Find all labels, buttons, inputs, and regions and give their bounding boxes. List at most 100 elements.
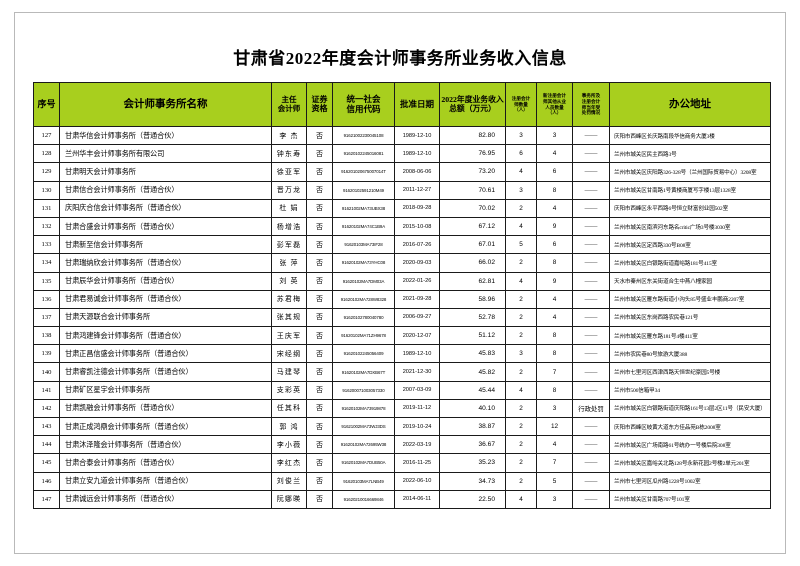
cell-securities: 否 bbox=[306, 235, 333, 255]
cell-cpa-count: 2 bbox=[505, 416, 537, 437]
header-firm-name: 会计师事务所名称 bbox=[59, 82, 272, 127]
cell-chief-cpa: 张其规 bbox=[271, 307, 307, 328]
cell-address: 兰州市城关区广场南路61号统办一号楼后院308室 bbox=[609, 435, 771, 455]
cell-securities: 否 bbox=[306, 198, 333, 218]
cell-address: 天水市秦州区东关街道合生中燕八幢家园 bbox=[609, 271, 771, 291]
cell-securities: 否 bbox=[306, 216, 333, 237]
cell-credit-code: 91620102591210M49 bbox=[332, 180, 395, 200]
cell-other-staff: 8 bbox=[536, 253, 573, 273]
cell-penalty: —— bbox=[572, 216, 610, 237]
cell-securities: 否 bbox=[306, 271, 333, 291]
header-seq: 序号 bbox=[33, 82, 60, 127]
cell-seq: 135 bbox=[33, 271, 60, 291]
cell-address: 兰州市城关区民主西路3号 bbox=[609, 144, 771, 164]
cell-chief-cpa: 李小薇 bbox=[271, 435, 307, 455]
cell-cpa-count: 5 bbox=[505, 235, 537, 255]
cell-address: 兰州市城关区雁东路街道小沟头85号盛业丰鹏商2207室 bbox=[609, 289, 771, 309]
cell-credit-code: 91620102MA72695W38 bbox=[332, 435, 395, 455]
cell-address: 兰州市城关区庆阳路326-328号（兰州国际贸易中心）3208室 bbox=[609, 162, 771, 182]
header-penalty-line2: 注册会计 bbox=[581, 98, 601, 104]
cell-other-staff: 4 bbox=[536, 198, 573, 218]
cell-seq: 146 bbox=[33, 471, 60, 491]
cell-revenue: 52.78 bbox=[439, 307, 506, 328]
cell-revenue: 51.12 bbox=[439, 326, 506, 346]
table-row: 138 甘肃鸿建锋会计师事务所（普通合伙） 王庆军否 91620102MA71ZH96… bbox=[33, 326, 771, 346]
cell-credit-code: 91620102780040780 bbox=[332, 307, 395, 328]
cell-penalty: —— bbox=[572, 253, 610, 273]
cell-address: 庆阳市西峰区岐黄大道东方佳品苑B栋2008室 bbox=[609, 416, 771, 437]
cell-credit-code: 91620102MA71ZH9678 bbox=[332, 326, 395, 346]
cell-seq: 143 bbox=[33, 416, 60, 437]
cell-penalty: —— bbox=[572, 416, 610, 437]
cell-other-staff: 8 bbox=[536, 326, 573, 346]
cell-credit-code: 91620102MA7DUB50A bbox=[332, 453, 395, 473]
cell-chief-cpa: 徐亚军 bbox=[271, 162, 307, 182]
cell-penalty: —— bbox=[572, 162, 610, 182]
cell-credit-code: 91620102245056409 bbox=[332, 344, 395, 364]
cell-firm-name: 甘肃睿凯注德会计师事务所（普通合伙） bbox=[59, 362, 272, 382]
cell-seq: 128 bbox=[33, 144, 60, 164]
cell-firm-name: 甘肃正昌信盛会计师事务所（普通合伙） bbox=[59, 344, 272, 364]
cell-address: 兰州市七里河区瓜州路1228号1002室 bbox=[609, 471, 771, 491]
cell-approval-date: 2019-11-12 bbox=[394, 398, 440, 419]
cell-credit-code: 91620102MA7DXB67T bbox=[332, 362, 395, 382]
table-row: 133 甘肃新至信会计师事务所 彭军磊否 91620103MA73IF28 2016-0… bbox=[33, 235, 771, 255]
cell-securities: 否 bbox=[306, 180, 333, 200]
cell-credit-code: 91620102MA73YHC08 bbox=[332, 253, 395, 273]
cell-credit-code: 91620102MA728W8328 bbox=[332, 289, 395, 309]
cell-other-staff: 6 bbox=[536, 162, 573, 182]
cell-approval-date: 2011-12-27 bbox=[394, 180, 440, 200]
header-other-staff-line4: （人） bbox=[547, 110, 562, 116]
cell-seq: 142 bbox=[33, 398, 60, 419]
table-row: 132 甘肃合盛会计师事务所（普通合伙） 杨增浩否 91620102MA74C1B9A… bbox=[33, 216, 771, 237]
header-cpa-count: 注册会计 师数量 （人） bbox=[505, 82, 537, 127]
header-other-staff-line1: 新注册会计 bbox=[543, 93, 566, 99]
cell-firm-name: 甘肃辰华会计师事务所（普通合伙） bbox=[59, 271, 272, 291]
cell-securities: 否 bbox=[306, 326, 333, 346]
cell-firm-name: 甘肃君易诚会计师事务所（普通合伙） bbox=[59, 289, 272, 309]
cell-address: 兰州市城关区甘南路707号101室 bbox=[609, 489, 771, 509]
table-row: 136 甘肃君易诚会计师事务所（普通合伙） 苏君梅否 91620102MA728W83… bbox=[33, 289, 771, 309]
cell-cpa-count: 3 bbox=[505, 125, 537, 146]
cell-approval-date: 2018-09-28 bbox=[394, 198, 440, 218]
cell-other-staff: 9 bbox=[536, 216, 573, 237]
cell-penalty: —— bbox=[572, 489, 610, 509]
cell-securities: 否 bbox=[306, 144, 333, 164]
cell-revenue: 70.61 bbox=[439, 180, 506, 200]
cell-securities: 否 bbox=[306, 453, 333, 473]
cell-address: 兰州市农民巷80号旅游大厦388 bbox=[609, 344, 771, 364]
table-row: 131 庆阳庆合信会计师事务所（普通合伙）杜 娟否 91621002MA73UBX3… bbox=[33, 198, 771, 218]
cell-other-staff: 8 bbox=[536, 344, 573, 364]
cell-seq: 134 bbox=[33, 253, 60, 273]
cell-penalty: —— bbox=[572, 125, 610, 146]
cell-seq: 130 bbox=[33, 180, 60, 200]
cell-approval-date: 2022-06-10 bbox=[394, 471, 440, 491]
table-row: 143 甘肃正成鸿鼎会计师事务所（普通合伙）郭 鸿否 91621002MA73WJ3… bbox=[33, 416, 771, 437]
header-credit-code-line2: 信用代码 bbox=[346, 103, 381, 114]
cell-seq: 137 bbox=[33, 307, 60, 328]
cell-firm-name: 甘肃华信会计师事务所（普通合伙） bbox=[59, 125, 272, 146]
cell-approval-date: 2016-11-25 bbox=[394, 453, 440, 473]
cell-other-staff: 8 bbox=[536, 180, 573, 200]
cell-seq: 132 bbox=[33, 216, 60, 237]
cell-revenue: 66.02 bbox=[439, 253, 506, 273]
cell-approval-date: 2021-09-28 bbox=[394, 289, 440, 309]
cell-securities: 否 bbox=[306, 125, 333, 146]
cell-approval-date: 2020-12-07 bbox=[394, 326, 440, 346]
cell-revenue: 45.82 bbox=[439, 362, 506, 382]
cell-approval-date: 2008-06-06 bbox=[394, 162, 440, 182]
cell-cpa-count: 4 bbox=[505, 271, 537, 291]
cell-cpa-count: 4 bbox=[505, 489, 537, 509]
cell-other-staff: 4 bbox=[536, 289, 573, 309]
cell-revenue: 36.67 bbox=[439, 435, 506, 455]
cell-approval-date: 1989-12-10 bbox=[394, 125, 440, 146]
cell-approval-date: 2020-09-03 bbox=[394, 253, 440, 273]
cell-credit-code: 91620102MA73919878 bbox=[332, 398, 395, 419]
cell-firm-name: 甘肃诚远会计师事务所（普通合伙） bbox=[59, 489, 272, 509]
cell-approval-date: 2021-12-30 bbox=[394, 362, 440, 382]
revenue-table-container: 序号 会计师事务所名称 主任 会计师 证券 资格 统一社会 信用代码 批准日期 202… bbox=[33, 82, 771, 509]
cell-revenue: 45.44 bbox=[439, 380, 506, 400]
table-row: 145 甘肃合泰会计师事务所（普通合伙） 李红杰否 91620102MA7DUB50A… bbox=[33, 453, 771, 473]
cell-cpa-count: 4 bbox=[505, 216, 537, 237]
